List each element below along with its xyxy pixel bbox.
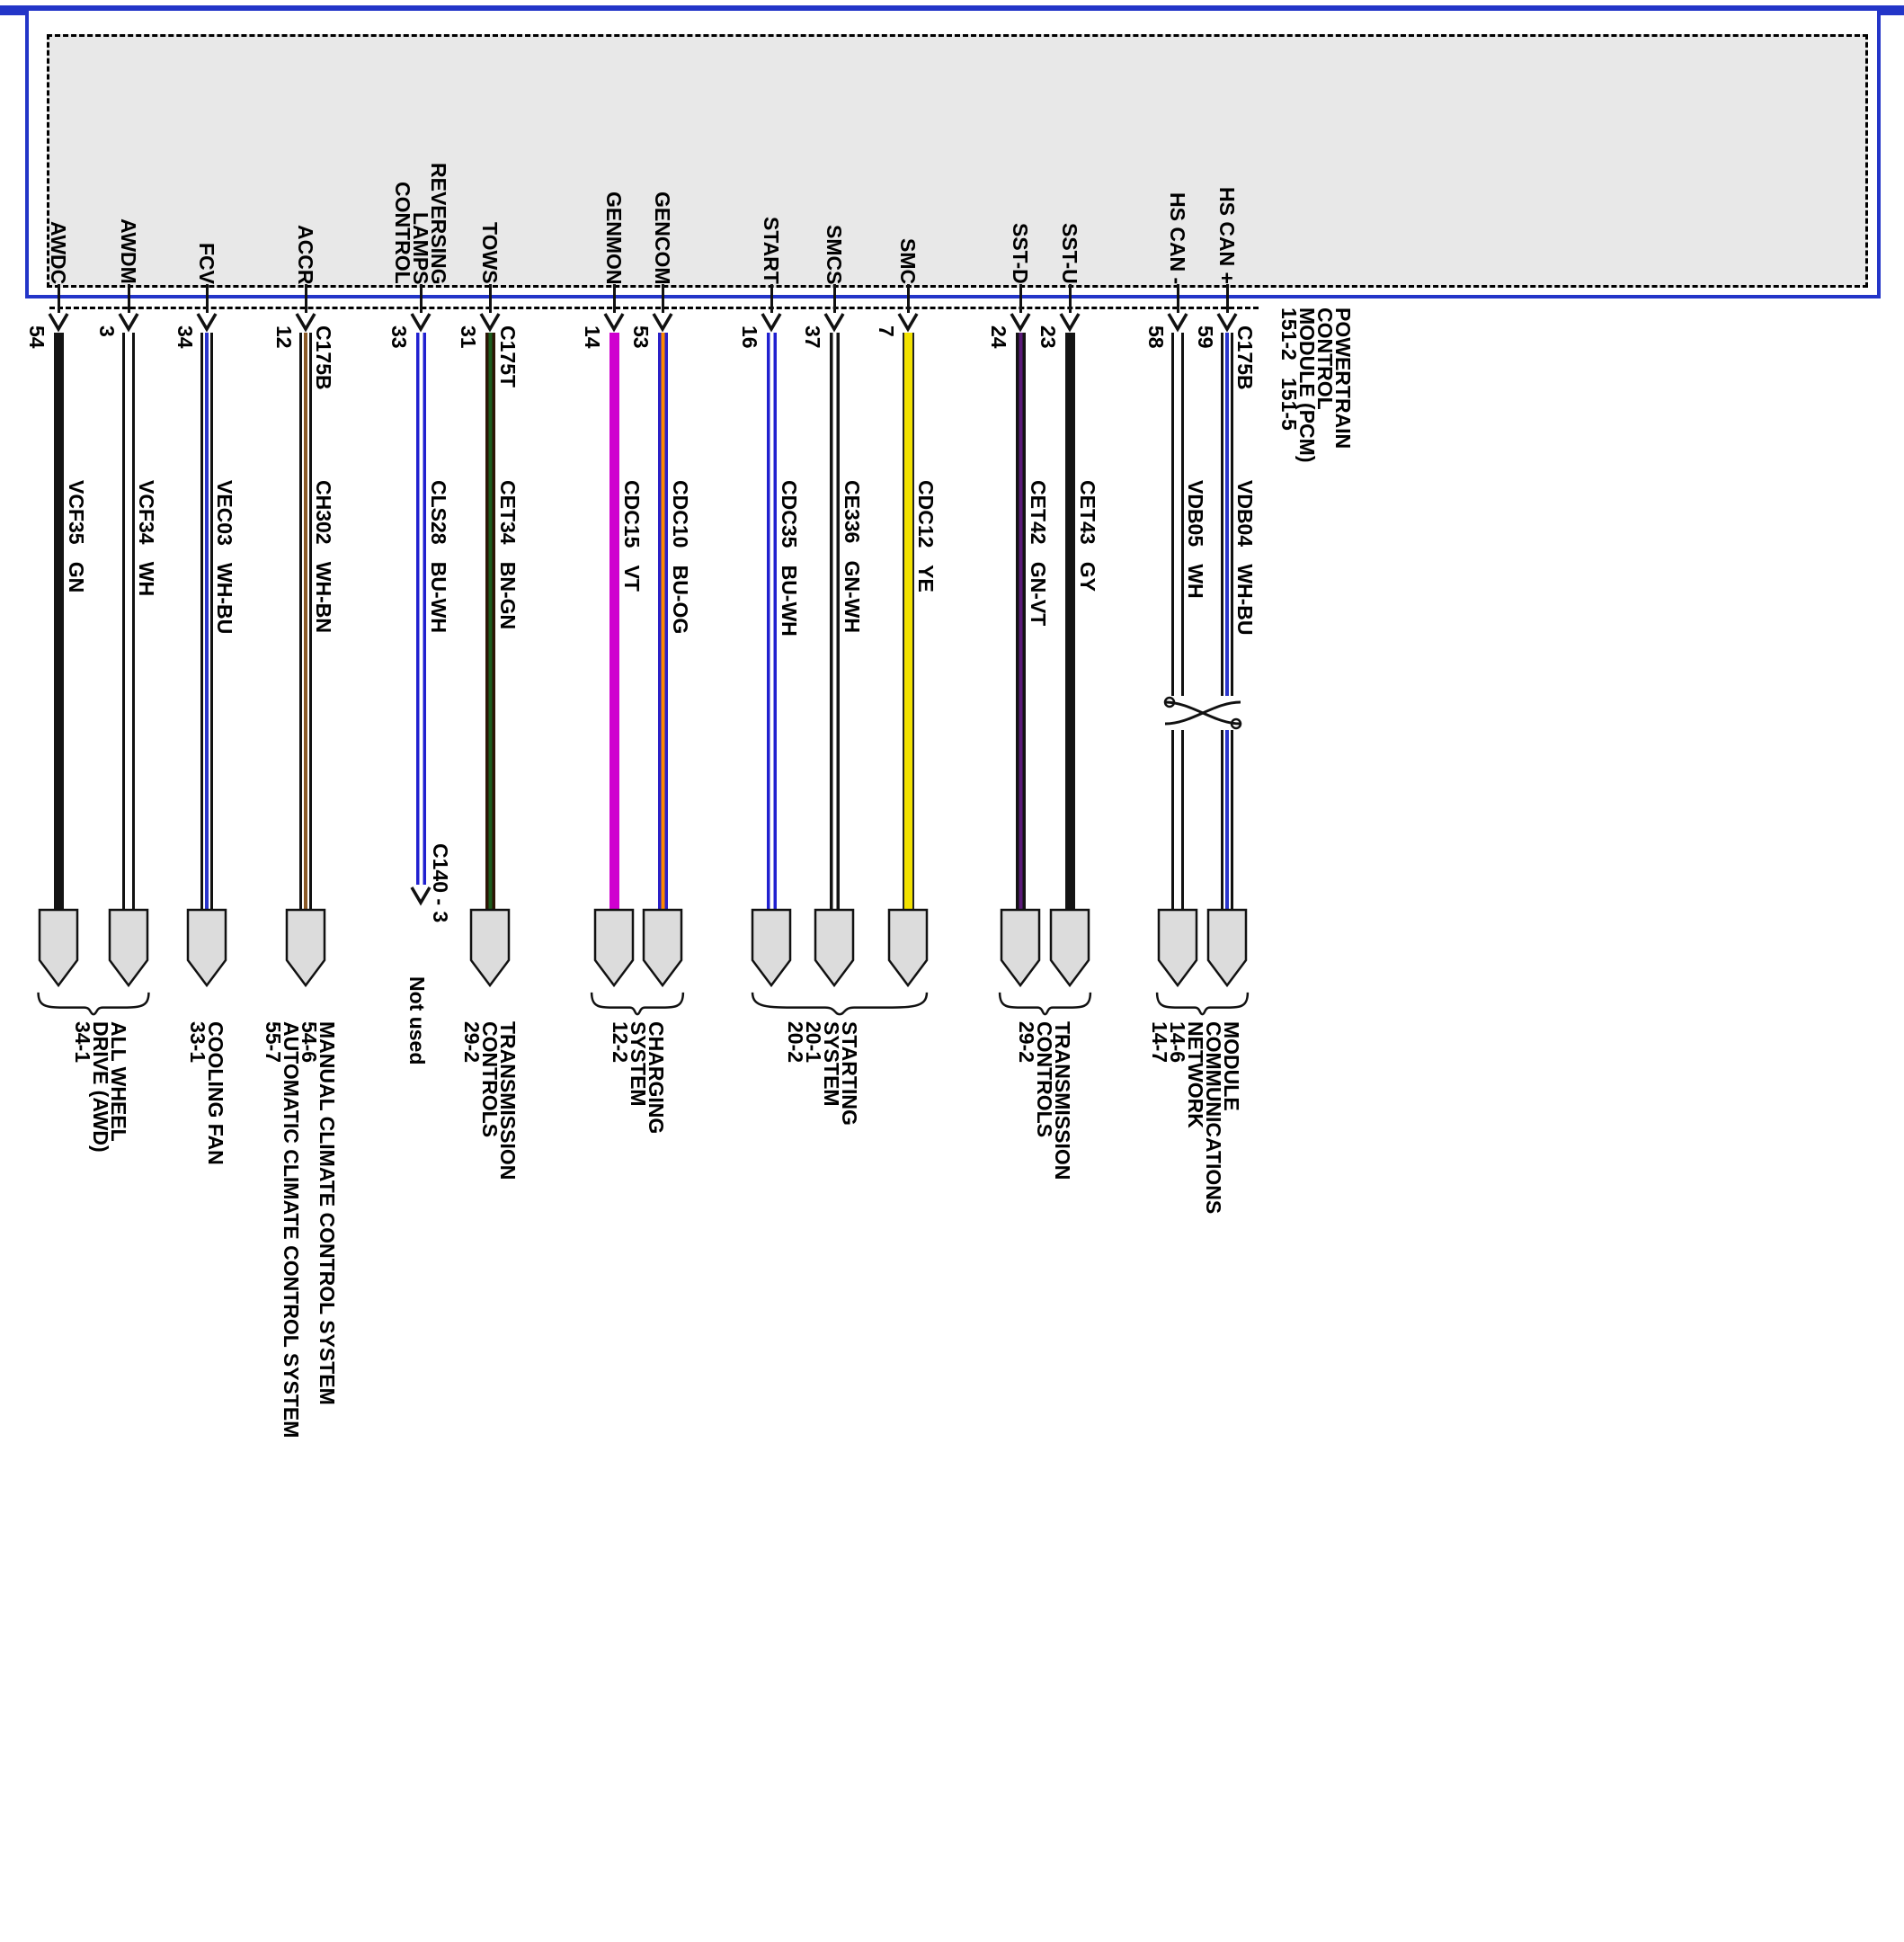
connector-arrow-icon — [118, 313, 139, 333]
group-brace-starting — [749, 991, 930, 1016]
pin-number: 59 — [1194, 325, 1217, 349]
group-brace-awd — [36, 991, 151, 1016]
pin-number: 31 — [457, 325, 480, 349]
terminal-connector — [642, 908, 683, 987]
group-label-starting-system: STARTING SYSTEM 20-1 20-2 — [784, 1021, 861, 1126]
connector-arrow-icon — [410, 886, 432, 906]
wire-circuit-label: CDC10 BU-OG — [669, 480, 692, 635]
connector-arrow-icon — [761, 313, 782, 333]
connector-label-c175b: C175B — [1233, 325, 1257, 390]
pin-number: 24 — [987, 325, 1010, 349]
terminal-connector — [814, 908, 855, 987]
not-used-note: Not used — [405, 976, 429, 1065]
wire-circuit-label: CET42 GN-VT — [1027, 480, 1050, 627]
wire-cet34 — [485, 333, 495, 910]
group-label-charging-system: CHARGING SYSTEM 12-2 — [609, 1021, 668, 1135]
wire-ce336 — [829, 333, 840, 910]
connector-arrow-icon — [1059, 313, 1081, 333]
connector-label-c175t: C175T — [496, 325, 520, 388]
pin-number: 23 — [1037, 325, 1060, 349]
pin-number: 37 — [801, 325, 824, 349]
pin-number: 3 — [95, 325, 119, 337]
group-label-module-communications: MODULE COMMUNICATIONS NETWORK 14-6 14-7 — [1148, 1021, 1243, 1215]
terminal-connector — [108, 908, 149, 987]
group-brace-module-comm — [1155, 991, 1250, 1016]
group-label-climate-control: MANUAL CLIMATE CONTROL SYSTEM 54-6 AUTOM… — [262, 1021, 339, 1439]
connector-arrow-icon — [295, 313, 316, 333]
wire-cet42 — [1015, 333, 1026, 910]
pin-number: 12 — [272, 325, 296, 349]
terminal-connector — [38, 908, 79, 987]
wire-ch302 — [299, 333, 312, 910]
group-label-transmission-controls-1: TRANSMISSION CONTROLS 29-2 — [460, 1021, 520, 1180]
terminal-connector — [593, 908, 635, 987]
terminal-connector — [1157, 908, 1198, 987]
destination-connector-label: C140 - 3 — [429, 843, 452, 923]
pin-number: 14 — [581, 325, 604, 349]
wire-circuit-label: CDC15 VT — [620, 480, 644, 592]
pin-number: 7 — [875, 325, 898, 337]
wire-circuit-label: CDC35 BU-WH — [778, 480, 801, 637]
wire-circuit-label: VEC03 WH-BU — [213, 480, 236, 635]
pin-number: 34 — [173, 325, 197, 349]
wire-cdc12 — [902, 333, 914, 910]
wire-circuit-label: CH302 WH-BN — [312, 480, 335, 633]
connector-arrow-icon — [479, 313, 501, 333]
terminal-connector — [186, 908, 227, 987]
twisted-pair-icon — [1163, 696, 1242, 730]
group-label-transmission-controls-2: TRANSMISSION CONTROLS 29-2 — [1015, 1021, 1074, 1180]
group-brace-transmission — [998, 991, 1092, 1016]
wire-circuit-label: CE336 GN-WH — [841, 480, 864, 633]
wire-circuit-label: CET43 GY — [1076, 480, 1099, 592]
wire-vec03 — [200, 333, 213, 910]
connector-arrow-icon — [652, 313, 673, 333]
wire-vdb04 — [1221, 333, 1233, 910]
wire-circuit-label: CET34 BN-GN — [496, 480, 520, 630]
pcm-module-box — [47, 34, 1868, 288]
connector-arrow-icon — [603, 313, 625, 333]
wire-circuit-label: VDB04 WH-BU — [1233, 480, 1257, 636]
group-brace-charging — [590, 991, 685, 1016]
connector-arrow-icon — [196, 313, 218, 333]
wire-circuit-label: CLS28 BU-WH — [427, 480, 450, 633]
wire-cet43 — [1064, 333, 1075, 910]
terminal-connector — [887, 908, 929, 987]
connector-arrow-icon — [1010, 313, 1031, 333]
connector-arrow-icon — [897, 313, 919, 333]
pin-number: 33 — [387, 325, 411, 349]
wire-cls28 — [415, 333, 426, 885]
wire-circuit-label: VCF35 GN — [65, 480, 88, 593]
wire-cdc15 — [609, 333, 619, 910]
terminal-connector — [1049, 908, 1090, 987]
wire-circuit-label: CDC12 YE — [914, 480, 938, 592]
terminal-connector — [285, 908, 326, 987]
wire-circuit-label: VCF34 WH — [135, 480, 158, 597]
pin-number: 54 — [25, 325, 49, 349]
wire-vdb05 — [1171, 333, 1184, 910]
wire-circuit-label: VDB05 WH — [1184, 480, 1207, 599]
pin-number: 53 — [629, 325, 653, 349]
wire-vcf35 — [53, 333, 64, 910]
connector-arrow-icon — [48, 313, 69, 333]
pcm-title: POWERTRAIN CONTROL MODULE (PCM) 151-2 15… — [1277, 307, 1355, 463]
pin-number: 16 — [738, 325, 761, 349]
wire-cdc10 — [657, 333, 668, 910]
pin-number: 58 — [1144, 325, 1168, 349]
terminal-connector — [751, 908, 792, 987]
terminal-connector — [1206, 908, 1248, 987]
terminal-connector — [1000, 908, 1041, 987]
connector-label-c175b: C175B — [312, 325, 335, 390]
connector-arrow-icon — [1167, 313, 1188, 333]
inline-connector-dashed-line — [49, 307, 1259, 309]
wire-vcf34 — [122, 333, 135, 910]
group-label-cooling-fan: COOLING FAN 33-1 — [186, 1021, 227, 1165]
wire-cdc35 — [766, 333, 777, 910]
connector-arrow-icon — [1216, 313, 1238, 333]
terminal-connector — [469, 908, 511, 987]
connector-arrow-icon — [823, 313, 845, 333]
group-label-all-wheel-drive: ALL WHEEL DRIVE (AWD) 34-1 — [71, 1021, 130, 1153]
connector-arrow-icon — [410, 313, 432, 333]
